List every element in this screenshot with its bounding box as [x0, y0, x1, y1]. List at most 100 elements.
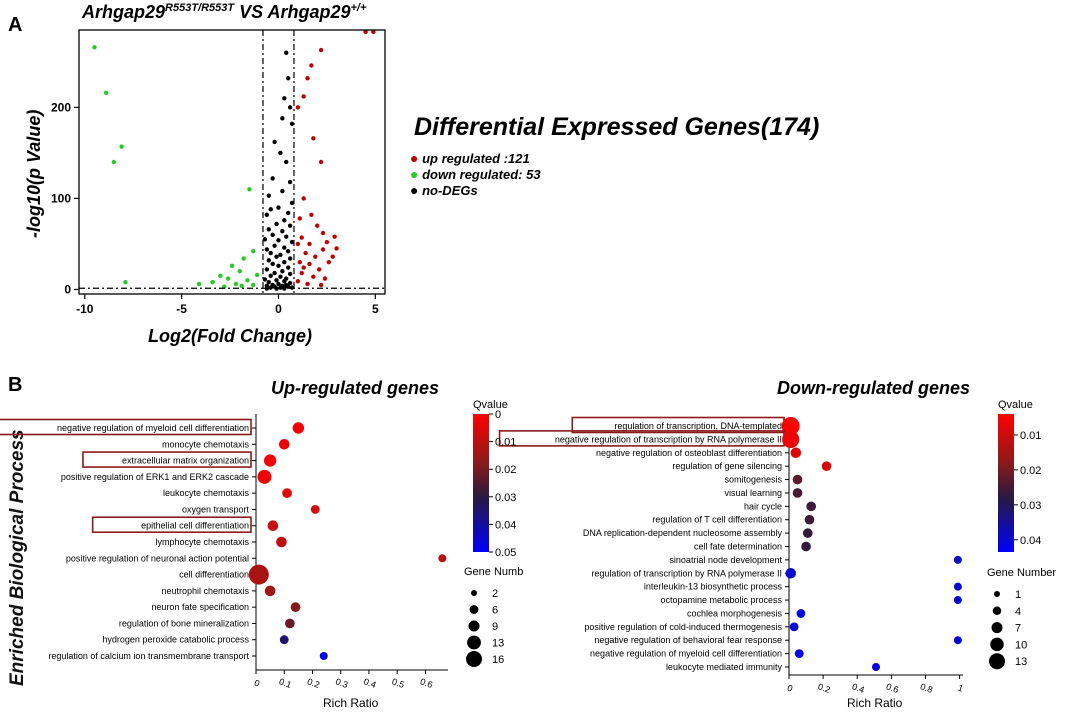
- volcano-point-2-17: [264, 212, 270, 217]
- up-bubble-0: [292, 422, 305, 434]
- up-xtick-0: 0: [253, 678, 261, 689]
- volcano-point-2-30: [264, 247, 270, 252]
- up-xtick-5: 0.5: [391, 676, 406, 690]
- up-gene-size-label-4: 16: [492, 654, 504, 666]
- down-gene-size-circle-0: [994, 591, 1000, 597]
- down-category-label-9: cell fate determination: [694, 542, 782, 552]
- down-category-label-12: interleukin-13 biosynthetic process: [644, 582, 783, 592]
- down-category-label-1: negative regulation of transcription by …: [555, 434, 782, 444]
- volcano-xlabel: Log2(Fold Change): [148, 326, 312, 346]
- volcano-point-0-10: [309, 212, 314, 217]
- down-category-label-6: hair cycle: [744, 501, 782, 511]
- volcano-point-2-26: [276, 238, 281, 243]
- volcano-point-0-8: [318, 159, 324, 165]
- volcano-point-0-16: [324, 239, 330, 245]
- down-xtick-5: 1: [957, 683, 965, 694]
- volcano-point-2-36: [266, 258, 271, 263]
- volcano-point-1-4: [123, 279, 128, 285]
- volcano-point-0-29: [322, 276, 328, 281]
- down-qvalue-title: Qvalue: [998, 399, 1033, 411]
- volcano-point-2-18: [282, 218, 287, 223]
- volcano-point-2-25: [262, 237, 268, 242]
- up-bubble-13: [279, 635, 289, 645]
- volcano-point-0-13: [320, 230, 326, 236]
- volcano-point-0-1: [371, 29, 376, 35]
- down-bubble-1: [782, 430, 800, 448]
- volcano-point-0-6: [295, 105, 301, 110]
- down-bubble-13: [953, 596, 962, 605]
- volcano-point-1-17: [239, 283, 244, 289]
- down-gene-size-label-3: 10: [1015, 639, 1027, 651]
- up-qvalue-tick-2: 0.02: [495, 464, 516, 476]
- down-xtick-4: 0.8: [919, 681, 934, 695]
- up-bubble-14: [319, 652, 328, 660]
- volcano-point-2-45: [268, 273, 273, 278]
- down-bubble-11: [785, 568, 796, 579]
- up-qvalue-tick-4: 0.04: [495, 519, 516, 531]
- volcano-point-2-51: [266, 279, 271, 285]
- volcano-point-2-40: [285, 265, 291, 270]
- volcano-point-2-7: [278, 150, 283, 156]
- up-bubble-11: [290, 602, 301, 613]
- volcano-point-2-32: [268, 250, 273, 256]
- volcano-point-0-32: [318, 282, 324, 288]
- volcano-point-2-49: [274, 278, 279, 283]
- up-gene-size-label-0: 2: [492, 588, 498, 600]
- volcano-point-2-46: [278, 274, 283, 279]
- volcano-point-2-24: [284, 234, 289, 239]
- down-bubble-0: [781, 417, 800, 435]
- volcano-point-0-15: [307, 241, 312, 247]
- volcano-point-1-0: [92, 45, 97, 50]
- volcano-point-0-3: [309, 63, 314, 68]
- volcano-point-0-20: [313, 254, 318, 259]
- volcano-point-2-11: [280, 188, 285, 194]
- volcano-point-0-27: [299, 270, 304, 276]
- volcano-point-2-23: [270, 232, 275, 238]
- volcano-point-0-0: [363, 29, 368, 35]
- down-xtick-3: 0.6: [885, 681, 900, 695]
- up-gene-size-circle-0: [471, 590, 477, 596]
- down-category-label-14: cochlea morphogenesis: [687, 608, 783, 618]
- volcano-point-0-2: [318, 47, 324, 53]
- volcano-point-2-52: [287, 280, 293, 286]
- up-gene-size-label-1: 6: [492, 605, 498, 617]
- down-bubble-18: [872, 663, 880, 671]
- title-gene-1: Arhgap29: [82, 2, 166, 22]
- title-genotype-1: R553T/R553T: [165, 2, 235, 14]
- up-highlight-box-0: [0, 418, 252, 436]
- down-bubble-17: [794, 649, 804, 659]
- down-bubble-15: [789, 622, 799, 632]
- volcano-point-0-17: [332, 234, 337, 239]
- volcano-point-0-12: [315, 223, 320, 228]
- up-bubble-6: [267, 520, 279, 531]
- legend-nodeg-label: no-DEGs: [422, 183, 478, 198]
- up-gene-size-label-3: 13: [492, 638, 504, 650]
- volcano-point-2-1: [285, 76, 291, 81]
- up-title: Up-regulated genes: [271, 378, 440, 398]
- volcano-point-2-6: [272, 139, 277, 145]
- down-xlabel: Rich Ratio: [847, 696, 903, 710]
- volcano-point-1-13: [210, 279, 215, 285]
- up-category-label-3: positive regulation of ERK1 and ERK2 cas…: [61, 472, 249, 482]
- volcano-point-1-3: [111, 159, 117, 165]
- volcano-point-0-33: [301, 265, 306, 270]
- down-category-label-17: negative regulation of myeloid cell diff…: [590, 649, 782, 659]
- up-category-label-7: lymphocyte chemotaxis: [155, 537, 249, 547]
- volcano-point-0-22: [334, 246, 339, 251]
- volcano-point-1-15: [254, 272, 260, 278]
- volcano-point-2-34: [274, 254, 279, 259]
- volcano-point-0-5: [301, 94, 306, 99]
- legend-up-marker: ●: [410, 150, 419, 166]
- volcano-point-0-24: [307, 261, 312, 267]
- down-bubble-2: [790, 447, 802, 459]
- down-xtick-0: 0: [786, 683, 794, 694]
- down-bubble-16: [953, 636, 962, 645]
- volcano-point-2-13: [289, 200, 295, 206]
- up-category-label-10: neutrophil chemotaxis: [161, 586, 249, 596]
- down-xtick-2: 0.4: [851, 681, 866, 695]
- volcano-point-1-16: [196, 281, 202, 287]
- volcano-point-0-11: [297, 216, 302, 221]
- volcano-ytick-0: 0: [64, 282, 71, 296]
- down-legend: Qvalue 0.01 0.02 0.03 0.04 Gene Number 1 4 7 10 13: [987, 399, 1056, 670]
